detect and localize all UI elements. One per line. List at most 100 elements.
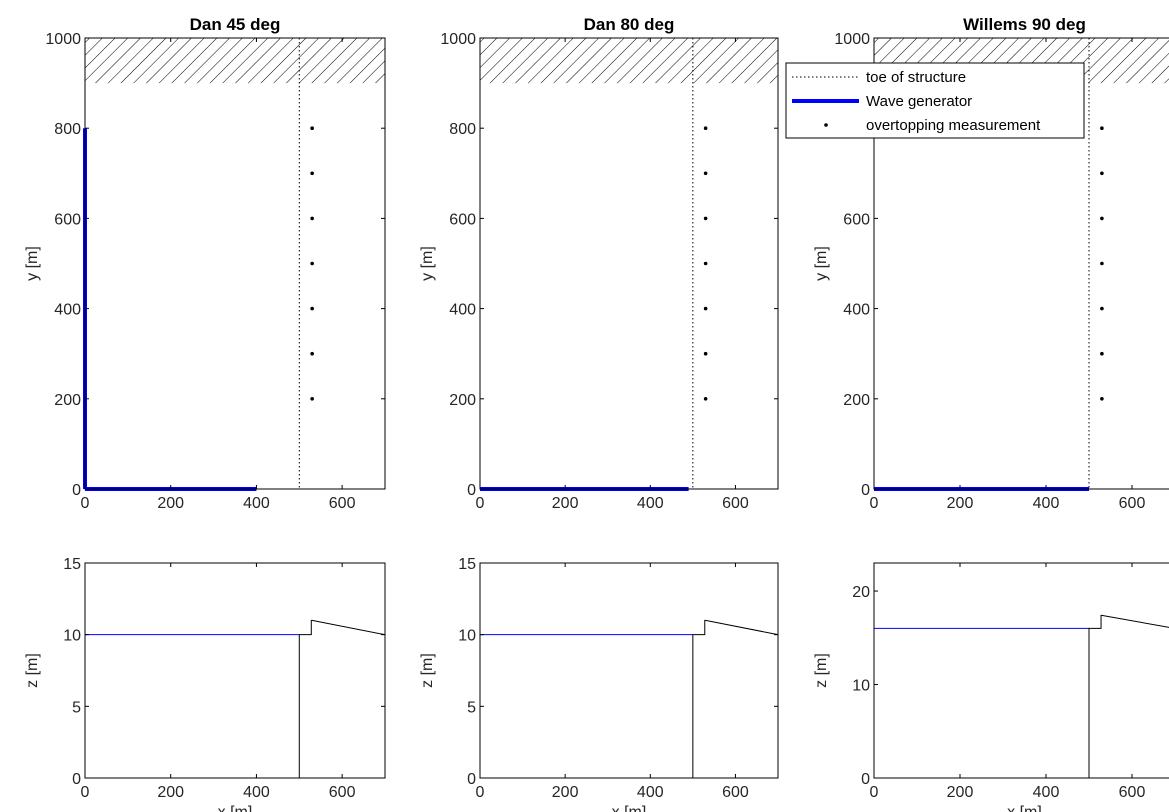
overtopping-point-3 [1100,306,1104,311]
overtopping-point-1 [310,397,314,401]
hatched-region [480,38,778,84]
axes-frame [873,562,1169,779]
y-tick-label: 800 [449,121,476,138]
overtopping-point-6 [310,171,314,176]
structure-line [692,619,779,778]
chart-title: Dan 45 deg [190,15,281,34]
legend: toe of structure Wave generator overtoppin… [785,62,1085,139]
overtopping-point-7 [310,126,314,130]
hatched-region [85,38,385,84]
overtopping-point-2 [1100,351,1104,356]
y-tick-label: 200 [449,392,476,409]
y-tick-label: 600 [449,211,476,228]
x-tick-label: 200 [157,784,184,801]
overtopping-point-7 [1100,126,1104,130]
x-tick-label: 600 [329,784,356,801]
overtopping-point-6 [703,171,708,176]
overtopping-point-2 [310,351,314,356]
axes-frame [479,37,779,490]
x-tick-label: 0 [81,495,90,512]
axes-frame [873,37,1169,490]
overtopping-point-6 [1100,171,1104,176]
y-tick-label: 200 [54,392,81,409]
y-tick-label: 10 [852,678,870,695]
x-tick-label: 0 [870,495,879,512]
chart-panel-1: 0 200 400 600 0 200 400 600 800 1000 Dan 45 deg y [… [24,15,386,512]
x-tick-label: 200 [552,495,579,512]
x-tick-label: 0 [81,784,90,801]
x-tick-label: 400 [243,495,270,512]
y-tick-label: 1000 [440,31,476,48]
y-tick-label: 1000 [834,31,870,48]
structure-line [298,619,386,778]
x-tick-label: 600 [722,784,749,801]
y-tick-label: 5 [72,699,81,716]
axes-frame [84,37,386,490]
y-tick-label: 400 [54,302,81,319]
y-tick-label: 1000 [45,31,81,48]
y-axis-label: z [m] [419,653,436,688]
chart-title: Willems 90 deg [963,15,1086,34]
y-tick-label: 400 [449,302,476,319]
y-tick-label: 10 [458,628,476,645]
x-tick-label: 400 [1033,784,1060,801]
structure-line [1088,614,1169,778]
y-tick-label: 0 [467,771,476,788]
y-tick-label: 0 [467,482,476,499]
y-tick-label: 0 [72,771,81,788]
chart-panel-4: 0 200 400 600 0 5 10 15 x [m] z [m] [24,556,386,812]
y-tick-label: 15 [458,556,476,573]
axes-frame [84,562,386,779]
y-tick-label: 600 [54,211,81,228]
legend-dot-swatch [824,123,828,127]
y-tick-label: 600 [843,211,870,228]
y-axis-label: z [m] [813,653,830,688]
x-tick-label: 0 [476,495,485,512]
x-tick-label: 200 [157,495,184,512]
x-tick-label: 200 [947,784,974,801]
x-tick-label: 600 [722,495,749,512]
overtopping-point-3 [703,306,708,311]
overtopping-point-1 [703,397,708,401]
legend-entry-label: Wave generator [866,93,972,110]
overtopping-point-2 [703,351,708,356]
x-tick-label: 400 [243,784,270,801]
overtopping-point-4 [1100,261,1104,266]
y-tick-label: 800 [54,121,81,138]
legend-entry-label: toe of structure [866,69,966,86]
overtopping-point-4 [310,261,314,266]
overtopping-point-3 [310,306,314,311]
y-tick-label: 15 [63,556,81,573]
overtopping-point-1 [1100,397,1104,401]
overtopping-point-5 [703,216,708,221]
x-tick-label: 400 [1033,495,1060,512]
x-tick-label: 400 [637,784,664,801]
overtopping-point-4 [703,261,708,266]
axes-frame [479,562,779,779]
y-tick-label: 5 [467,699,476,716]
y-axis-label: y [m] [419,246,436,281]
overtopping-point-5 [310,216,314,221]
overtopping-point-5 [1100,216,1104,221]
x-tick-label: 600 [1119,784,1146,801]
chart-panel-2: 0 200 400 600 0 200 400 600 800 1000 Dan 80 deg y [… [419,15,779,512]
x-tick-label: 400 [637,495,664,512]
y-tick-label: 400 [843,302,870,319]
overtopping-point-7 [703,126,708,130]
y-tick-label: 20 [852,584,870,601]
x-tick-label: 200 [552,784,579,801]
x-axis-label: x [m] [612,804,647,812]
y-tick-label: 0 [861,482,870,499]
y-tick-label: 200 [843,392,870,409]
y-tick-label: 0 [861,771,870,788]
y-tick-label: 10 [63,628,81,645]
x-axis-label: x [m] [218,804,253,812]
x-tick-label: 600 [1119,495,1146,512]
y-axis-label: y [m] [813,246,830,281]
y-axis-label: z [m] [24,653,41,688]
x-tick-label: 200 [947,495,974,512]
chart-panel-3: 0 200 400 600 0 200 400 600 1000 Willems 90 deg y … [785,15,1169,512]
legend-entry-label: overtopping measurement [866,117,1041,134]
